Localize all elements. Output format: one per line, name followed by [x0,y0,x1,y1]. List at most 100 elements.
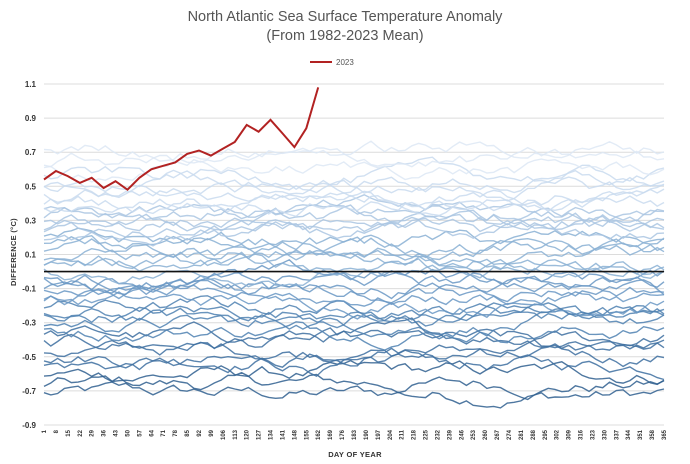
y-tick-label: 0.3 [25,216,37,225]
x-tick-label: 113 [233,429,239,439]
x-tick-label: 190 [364,429,370,440]
background-year-line [43,295,665,323]
background-year-line [43,188,665,218]
y-tick-label: -0.9 [22,421,36,430]
background-year-line [43,349,665,381]
x-tick-label: 358 [650,429,656,440]
x-tick-label: 288 [531,429,537,440]
background-year-line [43,236,665,261]
background-year-line [43,321,665,351]
x-tick-label: 302 [555,429,561,440]
background-year-line [43,307,665,328]
chart-title: North Atlantic Sea Surface Temperature A… [188,9,504,25]
background-year-line [43,216,665,241]
background-year-line [43,327,665,352]
background-year-line [43,212,665,232]
x-tick-label: 176 [340,429,346,440]
x-tick-label: 281 [519,429,525,440]
x-tick-label: 211 [400,429,406,439]
x-tick-label: 316 [579,429,585,440]
x-tick-label: 127 [257,429,263,440]
background-year-line [43,359,665,386]
background-year-line [43,140,665,162]
x-tick-label: 71 [161,429,167,436]
y-axis-ticks: 1.1 0.9 0.7 0.5 0.3 0.1 -0.1 -0.3 -0.5 -0.7 -0.9 [22,80,36,430]
background-year-line [43,371,665,401]
y-tick-label: 0.5 [25,182,37,191]
x-tick-label: 197 [376,429,382,440]
x-tick-label: 267 [495,429,501,440]
background-year-line [43,339,665,367]
legend: 2023 [310,58,354,67]
x-tick-label: 239 [447,429,453,440]
x-tick-label: 323 [590,429,596,440]
x-tick-label: 22 [78,429,84,436]
y-tick-label: 0.7 [25,148,37,157]
y-tick-label: -0.3 [22,319,36,328]
x-tick-label: 344 [626,429,632,440]
x-tick-label: 134 [269,429,275,440]
background-year-line [43,291,665,320]
x-tick-label: 246 [459,429,465,440]
x-tick-label: 295 [543,429,549,440]
x-tick-label: 64 [149,429,155,436]
chart-subtitle: (From 1982-2023 Mean) [266,28,423,44]
x-tick-label: 274 [507,429,513,440]
y-tick-label: 0.9 [25,114,37,123]
series-line-2023 [43,87,320,192]
y-tick-label: -0.1 [22,285,36,294]
x-tick-label: 218 [412,429,418,440]
x-tick-label: 141 [280,429,286,440]
x-tick-label: 260 [483,429,489,440]
background-series [43,140,665,409]
x-tick-label: 330 [602,429,608,440]
x-tick-label: 365 [662,429,668,440]
x-tick-label: 29 [90,429,96,436]
background-year-line [43,249,665,278]
x-tick-label: 183 [352,429,358,440]
legend-label-2023: 2023 [336,58,354,67]
x-tick-label: 99 [209,429,215,436]
x-tick-label: 78 [173,429,179,436]
background-year-line [43,146,665,168]
y-axis-label: DIFFERENCE (°C) [9,218,18,286]
x-tick-label: 169 [328,429,334,440]
y-tick-label: 0.1 [25,251,37,260]
x-tick-label: 225 [424,429,430,440]
background-year-line [43,258,665,288]
x-tick-label: 15 [66,429,72,436]
y-tick-label: 1.1 [25,80,37,89]
x-tick-label: 309 [567,429,573,440]
y-tick-label: -0.7 [22,387,36,396]
x-tick-label: 43 [114,429,120,436]
x-tick-label: 232 [435,429,441,440]
x-tick-label: 351 [638,429,644,440]
x-tick-label: 148 [292,429,298,440]
x-tick-label: 337 [614,429,620,440]
x-tick-label: 162 [316,429,322,440]
x-tick-label: 92 [197,429,203,436]
x-axis-ticks: 1 8 15 22 29 36 43 50 57 64 71 78 85 92 99 106 113 120 127… [42,429,668,440]
x-tick-label: 106 [221,429,227,440]
background-year-line [43,190,665,217]
background-year-line [43,194,665,222]
x-tick-label: 1 [42,429,48,433]
background-year-line [43,279,665,307]
background-year-line [43,234,665,261]
background-year-line [43,176,665,202]
x-tick-label: 120 [245,429,251,440]
background-year-line [43,156,665,191]
background-year-line [43,169,665,194]
background-year-line [43,281,665,303]
background-year-line [43,240,665,269]
x-tick-label: 204 [388,429,394,440]
x-tick-label: 57 [137,429,143,436]
y-tick-label: -0.5 [22,353,36,362]
x-tick-label: 8 [54,429,60,433]
background-year-line [43,183,665,211]
background-year-line [43,204,665,232]
background-year-line [43,217,665,247]
x-tick-label: 85 [185,429,191,436]
